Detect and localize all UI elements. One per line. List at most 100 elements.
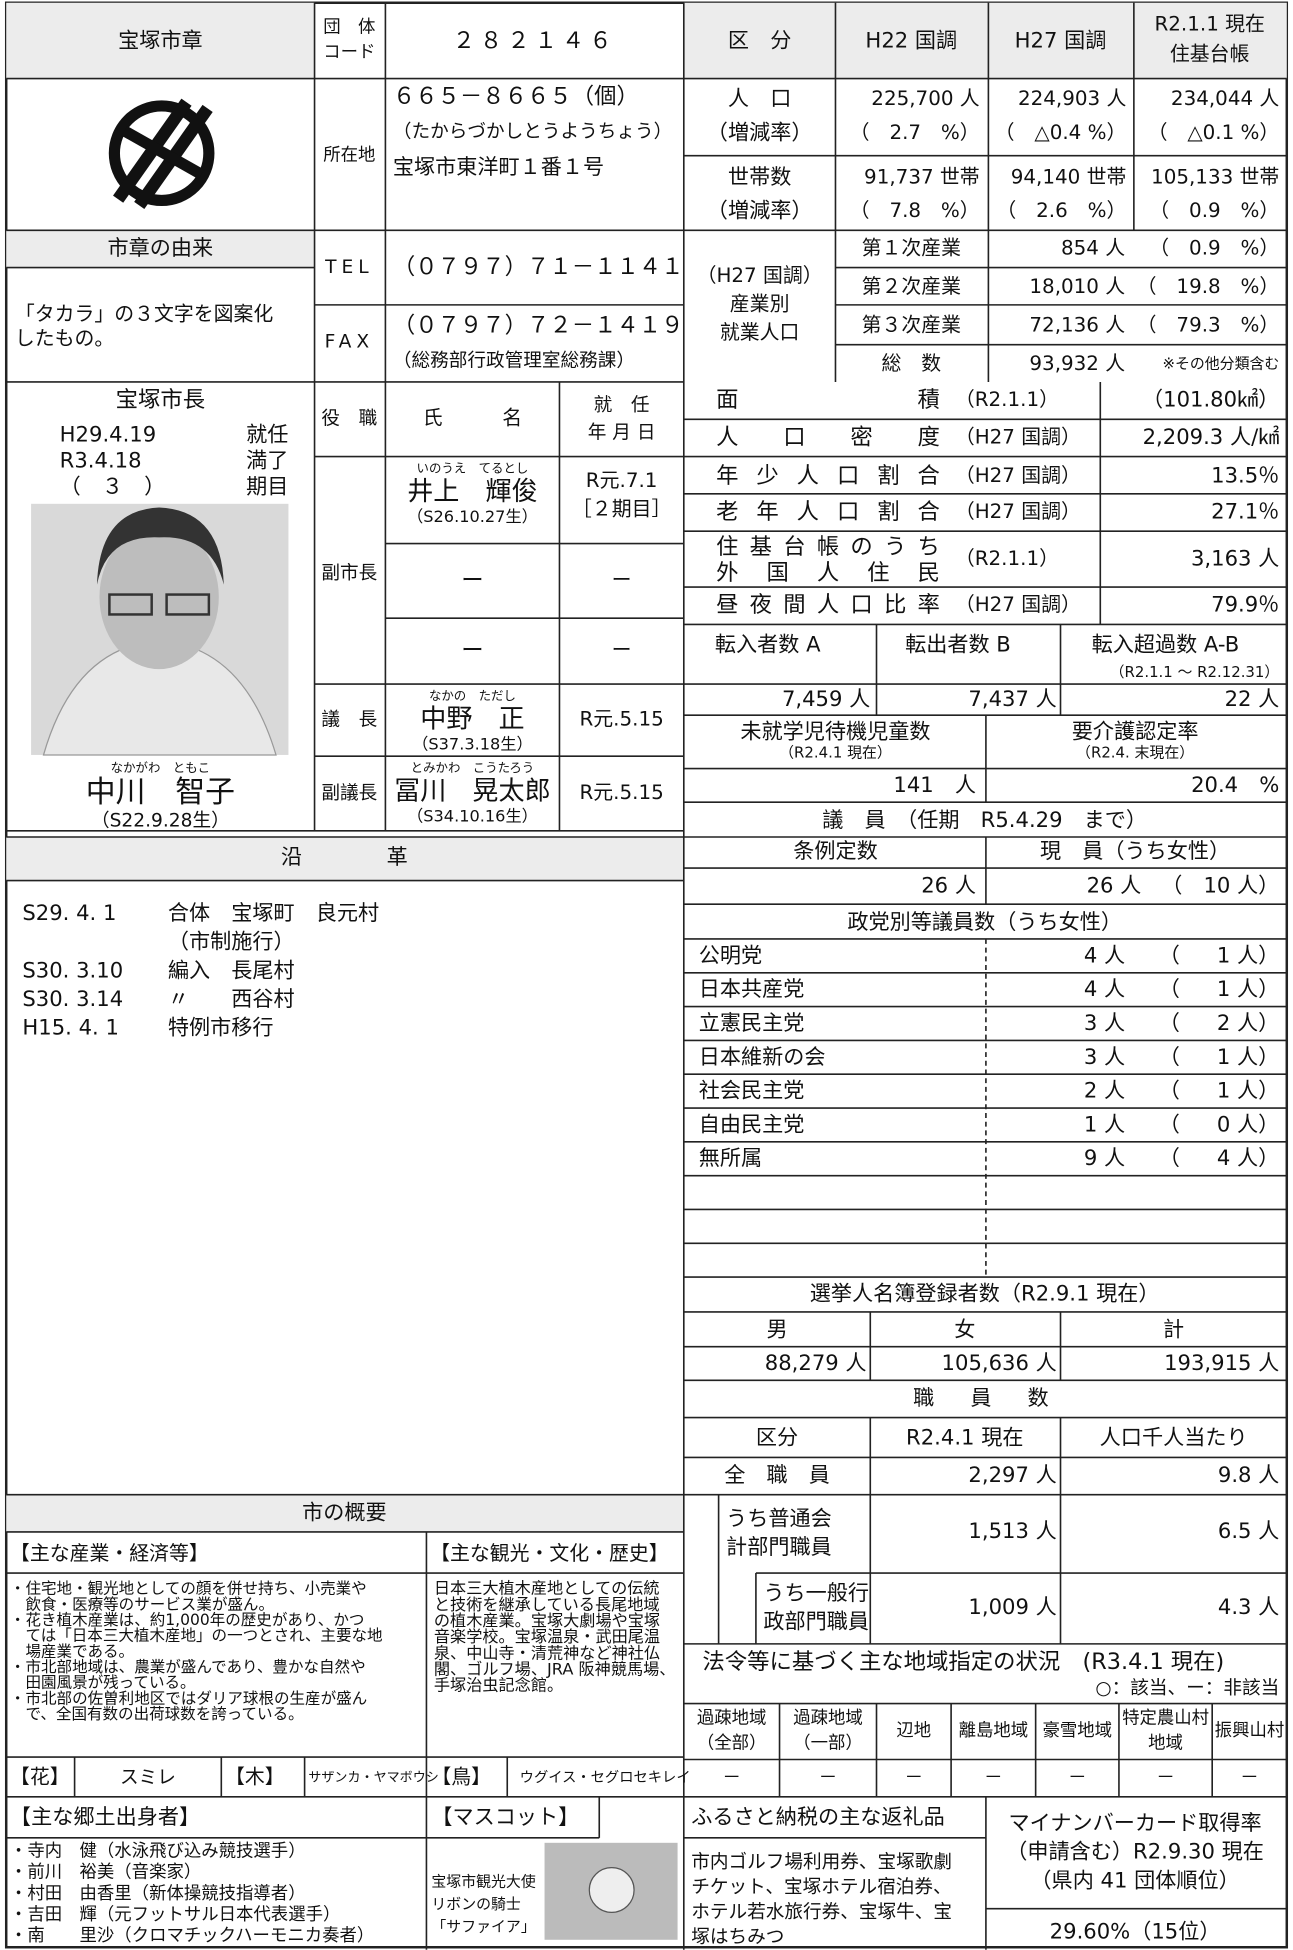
text: R元.5.15 <box>580 781 664 804</box>
text: 93,932 人 <box>1029 352 1125 375</box>
text: S30. 3.14 <box>22 986 123 1011</box>
text: 全 職 員 <box>724 1462 830 1487</box>
text: 日本維新の会 <box>699 1044 826 1069</box>
text: － <box>722 1768 741 1789</box>
text: （ △0.1 %） <box>1148 121 1280 144</box>
text: ６６５－８６６５（個） <box>393 84 639 110</box>
text: 2 人） <box>1217 1010 1279 1035</box>
text: （S26.10.27生） <box>407 507 538 526</box>
text: R元.5.15 <box>580 708 664 731</box>
text: （ <box>1159 1044 1180 1069</box>
text: 副議長 <box>321 783 377 804</box>
frame <box>4 1 1289 1949</box>
text: 社会民主党 <box>699 1078 805 1103</box>
text: ・市北部の佐曽利地区ではダリア球根の生産が盛ん <box>10 1689 367 1707</box>
text: なかの ただし <box>429 688 516 703</box>
text: 選挙人名簿登録者数（R2.9.1 現在） <box>810 1281 1160 1306</box>
text: 13.5％ <box>1211 462 1279 487</box>
text: H15. 4. 1 <box>22 1014 119 1039</box>
text: 編入 長尾村 <box>168 957 295 982</box>
text: （ ３ ） <box>60 474 166 499</box>
text: とみかわ こうたろう <box>411 760 534 775</box>
text: 閣、ゴルフ場、JRA 阪神競馬場、 <box>434 1659 676 1678</box>
text: 就 任 <box>594 395 650 416</box>
text: 79.9％ <box>1211 592 1279 617</box>
text: R3.4.18 <box>60 448 142 473</box>
text: H29.4.19 <box>60 421 157 446</box>
text: （ 19.8 %） <box>1137 275 1280 298</box>
text: 泉、中山寺・清荒神など神社仏 <box>434 1643 660 1662</box>
emblem-stroke <box>121 125 205 180</box>
text: 職 員 数 <box>913 1385 1056 1410</box>
text: 宝塚市章 <box>118 27 203 52</box>
text: 193,915 人 <box>1164 1350 1279 1375</box>
text: ・前川 裕美（音楽家） <box>10 1863 201 1883</box>
text: ○：該当、ー：非該当 <box>1095 1678 1279 1699</box>
text: （H27 国調） <box>955 425 1081 448</box>
text: － <box>1240 1768 1259 1789</box>
text: 4 人） <box>1217 1145 1279 1170</box>
shade <box>6 2 315 79</box>
text: 転入超過数 A-B <box>1092 632 1240 657</box>
text: 総 数 <box>881 352 941 375</box>
text: S29. 4. 1 <box>22 900 116 925</box>
text: ふるさと納税の主な返礼品 <box>691 1804 945 1829</box>
text: （R2.1.1） <box>955 547 1059 570</box>
city-emblem <box>108 98 215 209</box>
text: － <box>819 1768 838 1789</box>
text: 就任 <box>246 421 288 446</box>
text: 224,903 人 <box>1018 87 1127 110</box>
text: 場産業である。 <box>10 1642 134 1660</box>
text: （101.80㎢） <box>1142 387 1279 412</box>
text: 「タカラ」の３文字を図案化 <box>15 302 274 325</box>
text: 2 人 <box>1084 1078 1125 1103</box>
photo-face <box>99 524 219 670</box>
text: 第２次産業 <box>862 275 962 298</box>
text: H27 国調 <box>1015 27 1107 52</box>
text: ホテル若水旅行券、宝塚牛、宝 <box>691 1902 952 1923</box>
text: 854 人 <box>1061 236 1125 259</box>
text: 7,459 人 <box>782 686 870 711</box>
text: （０７９７）７１－１１４１ <box>393 254 684 280</box>
text: 公明党 <box>699 942 762 967</box>
text: 9 人 <box>1084 1145 1125 1170</box>
text: ては「日本三大植木産地」の一つとされ、主要な地 <box>10 1627 383 1645</box>
text: で、全国有数の出荷球数を誇っている。 <box>10 1705 304 1723</box>
text: 105,133 世帯 <box>1151 166 1279 189</box>
text: チケット、宝塚ホテル宿泊券、 <box>691 1877 951 1898</box>
text: 1 人 <box>1084 1111 1125 1136</box>
text: 27.1％ <box>1211 499 1279 524</box>
text: 3 人 <box>1084 1010 1125 1035</box>
text: 【花】 <box>10 1766 70 1789</box>
text: 産業別 <box>730 292 790 315</box>
text: なかがわ ともこ <box>111 760 210 775</box>
text: （S22.9.28生） <box>91 810 230 831</box>
text: の植木産業。宝塚大劇場や宝塚 <box>434 1611 660 1630</box>
text: ー <box>461 638 483 664</box>
text: ー <box>461 567 483 593</box>
text: 日本共産党 <box>699 976 805 1001</box>
text: 立憲民主党 <box>699 1010 805 1035</box>
shade <box>6 1494 684 1532</box>
text: リボンの騎士 <box>431 1895 521 1913</box>
text: 4 人 <box>1084 942 1125 967</box>
text: （H27 国調） <box>955 593 1081 616</box>
text: 88,279 人 <box>765 1350 867 1375</box>
text: サザンカ・ヤマボウシ <box>308 1771 438 1786</box>
text: （ <box>1159 1145 1180 1170</box>
text: 2,297 人 <box>968 1462 1056 1487</box>
text: 1,513 人 <box>968 1518 1056 1543</box>
text: 住基台帳のうち <box>716 534 940 560</box>
text: 昼夜間人口比率 <box>716 592 940 618</box>
text: 9.8 人 <box>1218 1462 1279 1487</box>
text: （総務部行政管理室総務課） <box>393 350 635 371</box>
text: 4.3 人 <box>1218 1594 1279 1619</box>
text: FAX <box>325 332 374 353</box>
text: （ 79.3 %） <box>1137 314 1280 337</box>
text: TEL <box>324 257 373 278</box>
text: 年 月 日 <box>588 422 656 443</box>
text: 人 口 密 度 <box>716 424 940 450</box>
text: （ 2.7 %） <box>850 121 980 144</box>
text: 【木】 <box>225 1766 285 1789</box>
text: 1 人） <box>1217 1078 1279 1103</box>
